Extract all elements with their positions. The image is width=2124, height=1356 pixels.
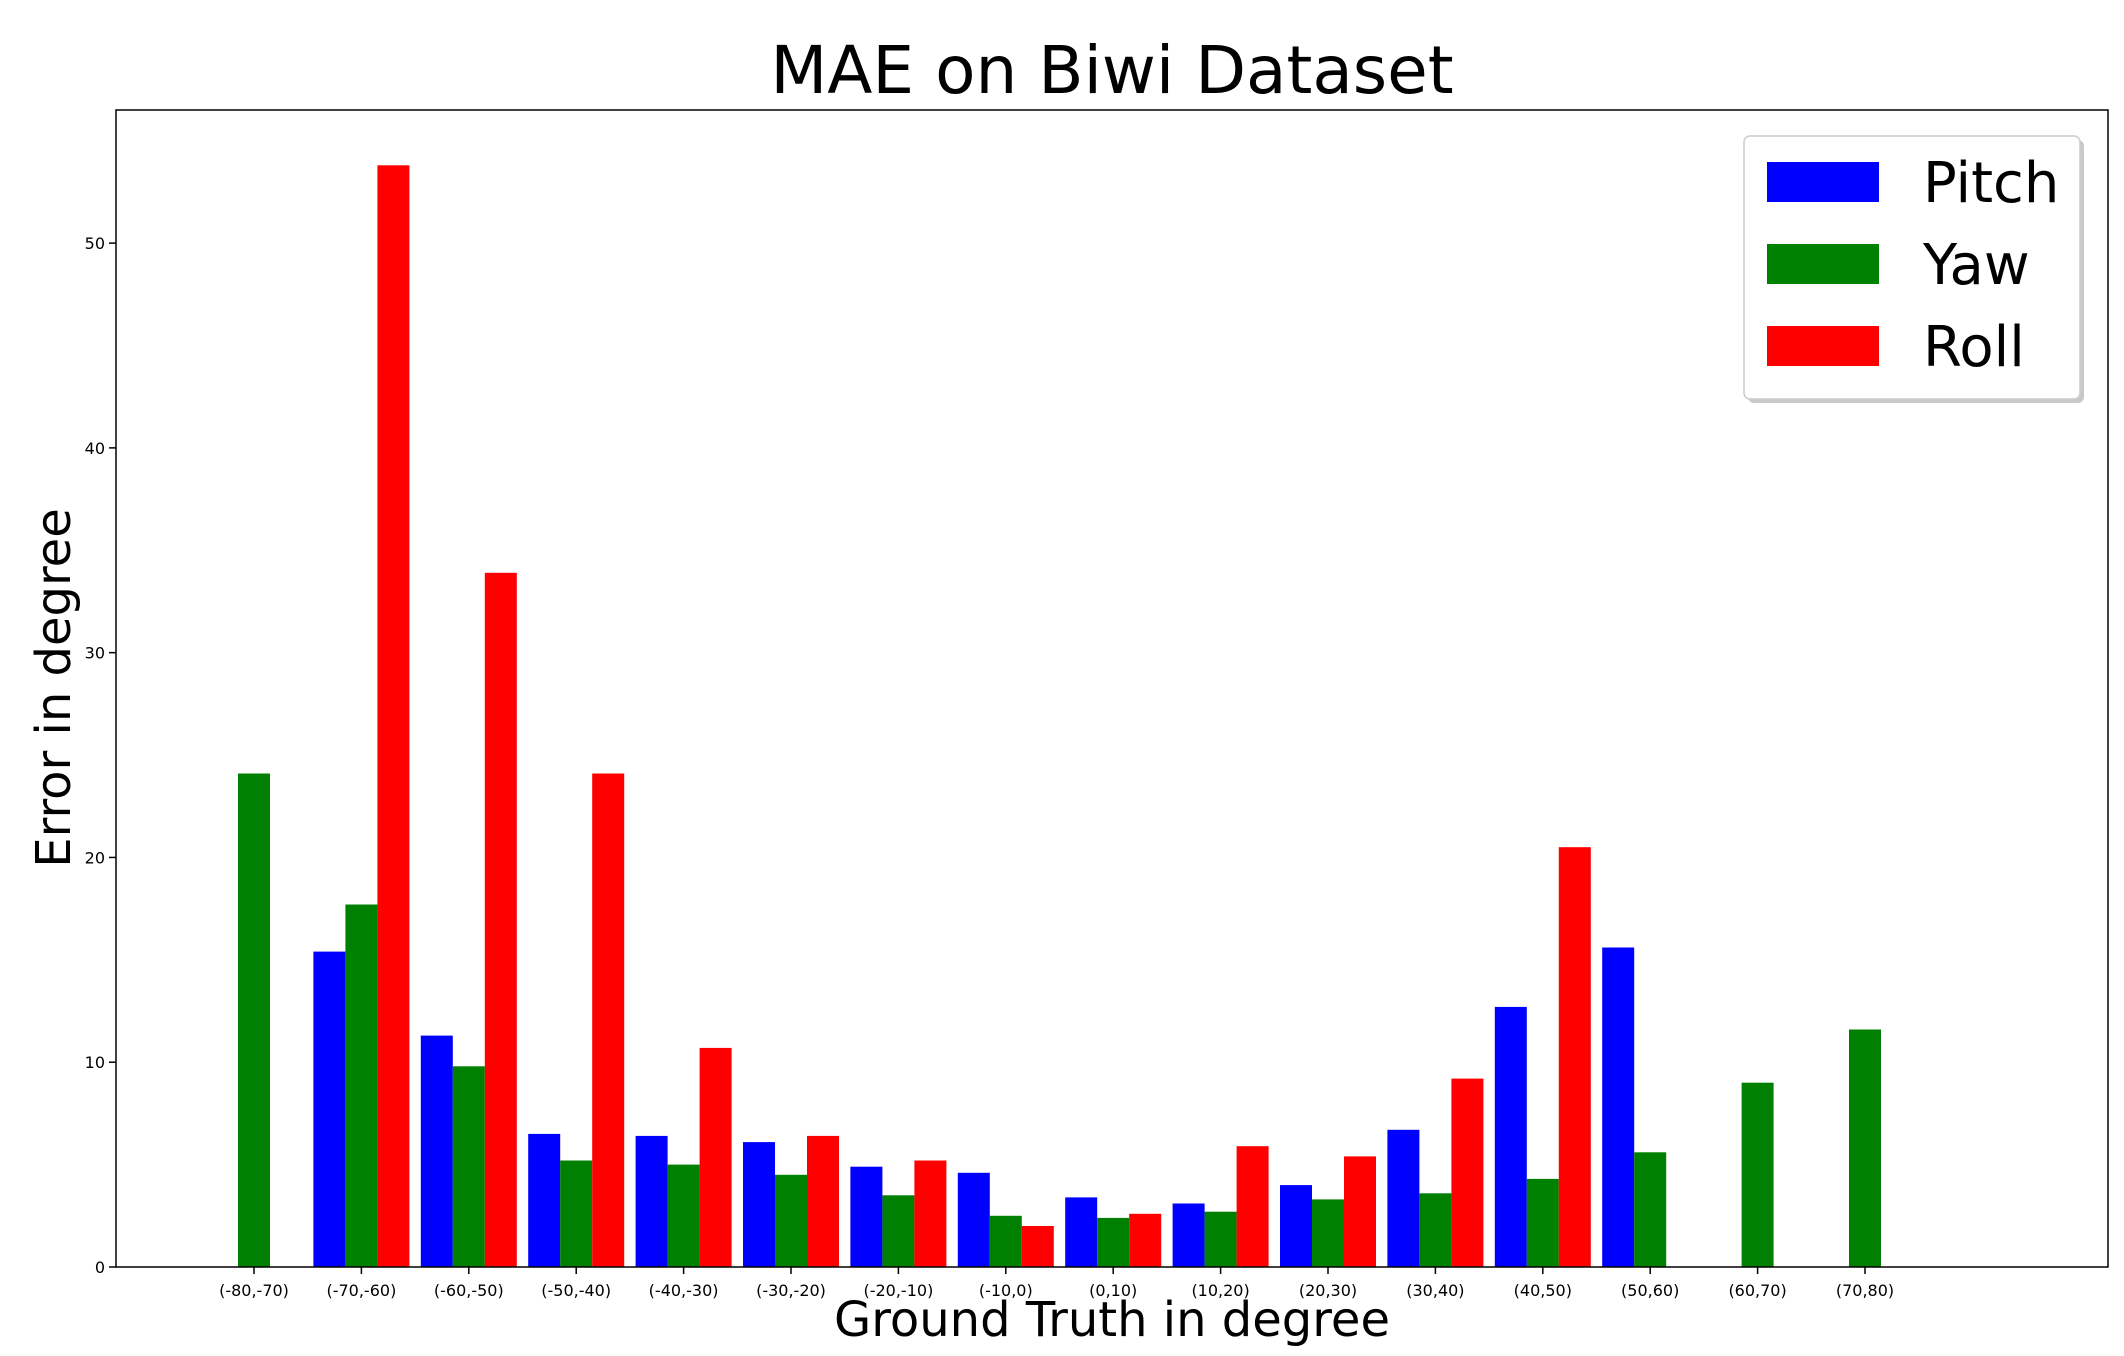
legend-swatch-pitch <box>1767 162 1879 202</box>
bar-yaw-13 <box>1634 1152 1667 1267</box>
bar-roll-4 <box>699 1047 732 1267</box>
x-axis: (-80,-70) (-70,-60) (-60,-50) (-50,-40) (-40… <box>219 1267 1894 1300</box>
x-tick-label: (-10,0) <box>979 1281 1033 1300</box>
bar-yaw-1 <box>345 904 378 1267</box>
legend-label-pitch: Pitch <box>1923 151 2059 216</box>
bar-roll-5 <box>807 1135 839 1267</box>
bar-pitch-7 <box>957 1172 990 1267</box>
x-tick-label: (0,10) <box>1089 1281 1137 1300</box>
bar-yaw-0 <box>238 773 270 1267</box>
x-tick-label: (-40,-30) <box>649 1281 719 1300</box>
bar-yaw-12 <box>1526 1178 1559 1267</box>
x-tick-label: (10,20) <box>1191 1281 1249 1300</box>
legend-swatch-yaw <box>1767 244 1879 284</box>
y-tick-label: 10 <box>85 1053 105 1072</box>
bar-pitch-5 <box>743 1142 775 1267</box>
bar-yaw-11 <box>1419 1193 1452 1267</box>
bar-yaw-14 <box>1741 1082 1774 1267</box>
x-tick-label: (50,60) <box>1621 1281 1679 1300</box>
bar-yaw-15 <box>1849 1029 1881 1267</box>
x-tick-label: (20,30) <box>1299 1281 1357 1300</box>
bar-pitch-8 <box>1065 1197 1098 1267</box>
bar-roll-1 <box>377 165 410 1267</box>
x-tick-label: (-60,-50) <box>434 1281 504 1300</box>
bar-roll-2 <box>484 572 517 1267</box>
x-tick-label: (-30,-20) <box>756 1281 826 1300</box>
x-axis-label: Ground Truth in degree <box>834 1292 1390 1348</box>
bar-pitch-1 <box>313 951 346 1267</box>
bar-roll-10 <box>1344 1156 1376 1267</box>
bar-yaw-4 <box>667 1164 700 1267</box>
x-tick-label: (60,70) <box>1728 1281 1786 1300</box>
bars-group <box>238 165 1881 1267</box>
x-tick-label: (-20,-10) <box>863 1281 933 1300</box>
bar-roll-6 <box>914 1160 947 1267</box>
bar-yaw-3 <box>560 1160 593 1267</box>
y-tick-label: 0 <box>95 1258 105 1277</box>
bar-pitch-10 <box>1280 1185 1312 1267</box>
y-axis-label: Error in degree <box>26 508 82 867</box>
legend-label-yaw: Yaw <box>1922 233 2030 298</box>
bar-roll-12 <box>1558 847 1591 1267</box>
x-tick-label: (70,80) <box>1836 1281 1894 1300</box>
bar-pitch-9 <box>1172 1203 1205 1267</box>
bar-yaw-9 <box>1204 1211 1237 1267</box>
plot-frame <box>115 109 2109 1268</box>
y-axis: 0 10 20 30 40 50 <box>85 234 116 1277</box>
bar-pitch-13 <box>1602 947 1635 1267</box>
x-tick-label: (40,50) <box>1514 1281 1572 1300</box>
bar-pitch-4 <box>635 1135 668 1267</box>
y-tick-label: 40 <box>85 439 105 458</box>
bar-roll-7 <box>1021 1226 1054 1267</box>
bar-roll-11 <box>1451 1078 1484 1267</box>
chart-title: MAE on Biwi Dataset <box>770 32 1453 109</box>
bar-pitch-3 <box>528 1133 561 1267</box>
bar-yaw-8 <box>1097 1217 1130 1267</box>
y-tick-label: 50 <box>85 234 105 253</box>
legend-label-roll: Roll <box>1923 315 2025 380</box>
bar-pitch-2 <box>420 1035 453 1267</box>
bar-yaw-6 <box>882 1195 915 1267</box>
bar-yaw-5 <box>775 1174 807 1267</box>
bar-yaw-2 <box>452 1066 485 1267</box>
legend-swatch-roll <box>1767 326 1879 366</box>
bar-pitch-11 <box>1387 1129 1420 1267</box>
bar-yaw-10 <box>1312 1199 1344 1267</box>
y-tick-label: 30 <box>85 644 105 663</box>
bar-yaw-7 <box>989 1215 1022 1267</box>
bar-roll-9 <box>1236 1146 1269 1267</box>
bar-pitch-12 <box>1494 1006 1527 1267</box>
bar-roll-8 <box>1129 1213 1162 1267</box>
bar-pitch-6 <box>850 1166 883 1267</box>
x-tick-label: (-80,-70) <box>219 1281 289 1300</box>
x-tick-label: (30,40) <box>1406 1281 1464 1300</box>
x-tick-label: (-70,-60) <box>326 1281 396 1300</box>
y-tick-label: 20 <box>85 848 105 867</box>
x-tick-label: (-50,-40) <box>541 1281 611 1300</box>
bar-roll-3 <box>592 773 625 1267</box>
legend: Pitch Yaw Roll <box>1743 135 2084 403</box>
